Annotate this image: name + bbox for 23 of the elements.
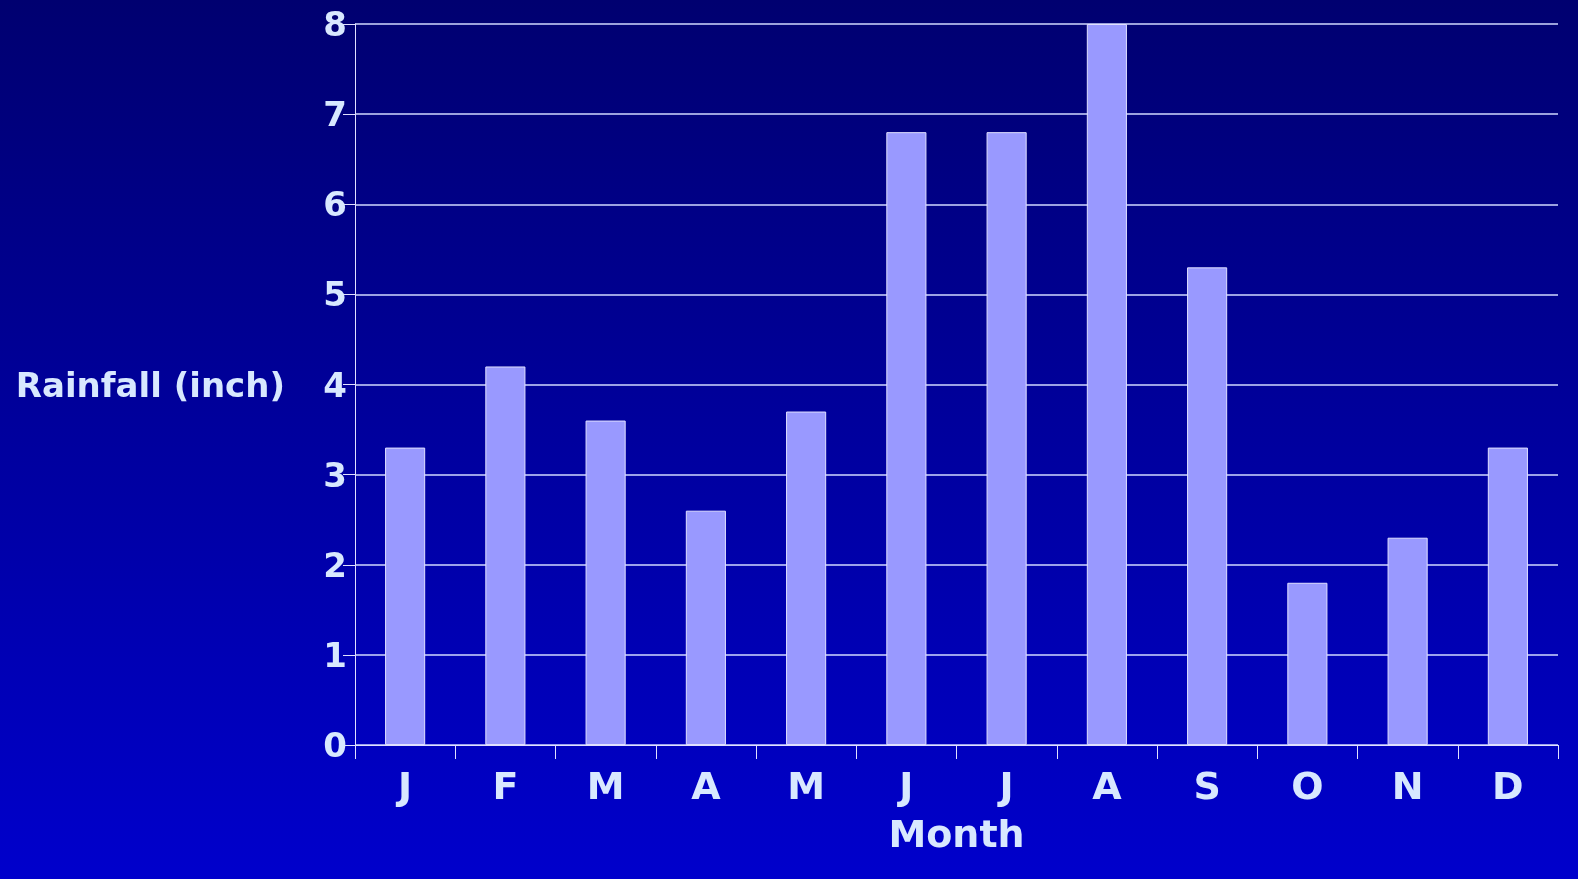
x-tick-label: A [691,764,722,808]
y-tick-label: 1 [323,634,347,675]
y-tick-label: 3 [323,454,347,495]
y-tick-label: 2 [323,544,347,585]
y-tick-label: 6 [323,184,347,225]
x-tick-label: J [395,764,413,808]
x-tick-label: N [1391,764,1424,808]
y-tick-label: 0 [323,725,347,765]
x-tick-label: O [1291,764,1324,808]
y-tick-label: 7 [323,94,347,135]
y-tick-label: 4 [323,364,347,405]
y-tick-label: 8 [323,4,347,44]
y-tick-label: 5 [323,274,347,315]
x-tick-label: S [1193,764,1221,808]
x-tick-label: M [787,764,826,808]
x-tick-label: A [1092,764,1123,808]
x-tick-label: D [1492,764,1524,808]
x-tick-label: J [996,764,1014,808]
x-tick-label: M [586,764,625,808]
x-tick-label: F [492,764,519,808]
y-axis-title: Rainfall (inch) [15,364,285,405]
x-axis-title: Month [888,812,1025,856]
x-tick-label: J [896,764,914,808]
